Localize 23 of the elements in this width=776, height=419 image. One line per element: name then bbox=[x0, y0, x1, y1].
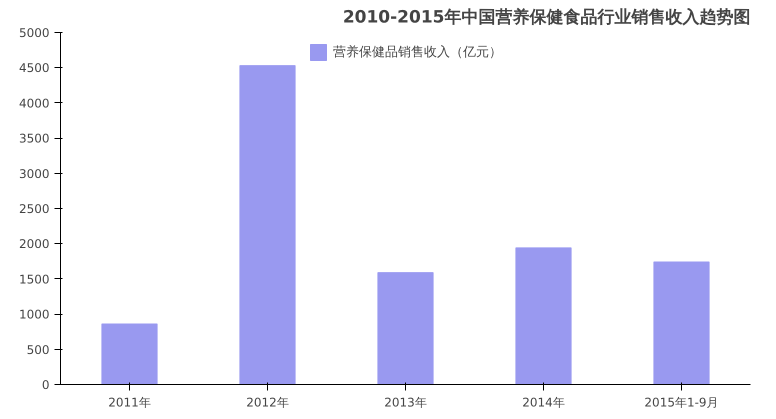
x-tick-label: 2012年 bbox=[246, 396, 289, 410]
bar bbox=[653, 262, 710, 384]
y-tick-label: 0 bbox=[42, 378, 50, 392]
y-tick-label: 500 bbox=[26, 342, 50, 357]
y-tick-label: 4500 bbox=[18, 61, 50, 76]
bar bbox=[239, 65, 296, 384]
x-tick-label: 2011年 bbox=[108, 396, 151, 410]
x-tick-label: 2014年 bbox=[522, 396, 565, 410]
y-tick-label: 5000 bbox=[18, 26, 50, 40]
legend-label: 营养保健品销售收入（亿元） bbox=[333, 44, 502, 61]
y-tick-label: 1500 bbox=[18, 272, 50, 286]
bar bbox=[515, 247, 572, 384]
chart-title: 2010-2015年中国营养保健食品行业销售收入趋势图 bbox=[342, 8, 751, 28]
bar bbox=[377, 272, 434, 384]
y-tick-label: 3500 bbox=[18, 132, 50, 146]
x-tick-label: 2013年 bbox=[384, 396, 427, 410]
y-tick-label: 2000 bbox=[18, 237, 50, 252]
x-tick-label: 2015年1-9月 bbox=[644, 396, 719, 410]
y-tick-label: 3000 bbox=[18, 166, 50, 181]
bar bbox=[101, 323, 158, 384]
y-tick-label: 4000 bbox=[18, 96, 50, 110]
y-tick-label: 2500 bbox=[18, 202, 50, 216]
y-tick-label: 1000 bbox=[18, 308, 50, 322]
